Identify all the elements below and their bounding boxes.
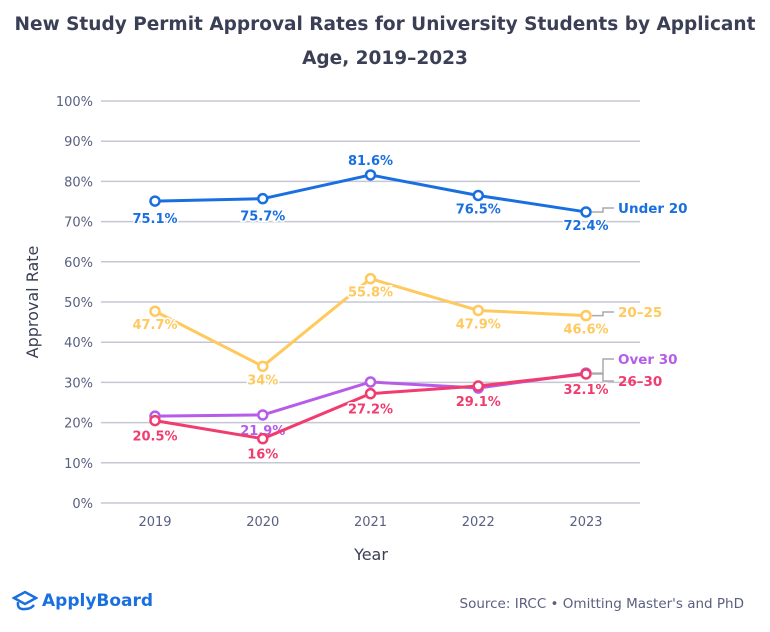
data-point — [472, 304, 484, 317]
data-point — [364, 169, 377, 181]
y-tick-label: 40% — [64, 336, 93, 351]
y-tick-label: 70% — [64, 216, 93, 231]
data-label: 81.6% — [348, 154, 393, 169]
data-label: 27.2% — [348, 403, 393, 418]
graduation-cap-icon — [12, 590, 38, 611]
y-tick-label: 50% — [64, 296, 93, 311]
data-label: 75.7% — [240, 210, 285, 225]
y-tick-label: 0% — [72, 497, 93, 512]
data-point — [149, 414, 161, 427]
x-tick-label: 2021 — [354, 515, 387, 530]
data-point — [472, 189, 484, 202]
data-point — [364, 387, 377, 400]
data-label: 47.7% — [132, 318, 177, 333]
data-point — [472, 380, 484, 392]
y-tick-label: 30% — [64, 376, 93, 391]
x-tick-label: 2023 — [569, 515, 602, 530]
chart-title: New Study Permit Approval Rates for Univ… — [14, 14, 756, 69]
x-tick-label: 2020 — [246, 515, 279, 530]
data-label: 76.5% — [456, 202, 501, 217]
leader-line — [592, 207, 614, 213]
leader-line — [592, 358, 614, 374]
x-tick-label: 2022 — [462, 515, 495, 530]
data-label: 20.5% — [132, 430, 177, 445]
y-tick-label: 60% — [64, 256, 93, 271]
series-end-label: 20–25 — [618, 305, 662, 321]
logo-text: ApplyBoard — [42, 591, 154, 611]
y-axis-label: Approval Rate — [23, 246, 42, 359]
data-point — [257, 432, 269, 445]
y-tick-label: 10% — [64, 457, 93, 472]
x-axis-label: Year — [353, 545, 388, 564]
data-point — [257, 360, 269, 373]
y-tick-label: 20% — [64, 417, 93, 432]
data-point — [257, 192, 269, 205]
data-label: 55.8% — [348, 286, 393, 301]
series-end-label: Under 20 — [618, 201, 688, 217]
data-point — [364, 272, 377, 285]
data-label: 47.9% — [456, 317, 501, 332]
data-label: 46.6% — [563, 323, 608, 338]
data-label: 75.1% — [132, 212, 177, 227]
leader-line — [592, 311, 614, 317]
applyboard-logo: ApplyBoard — [12, 590, 153, 612]
y-tick-label: 90% — [64, 135, 93, 150]
data-label: 72.4% — [563, 219, 608, 234]
series-end-label: 26–30 — [618, 374, 662, 390]
data-point — [580, 368, 592, 380]
y-tick-label: 80% — [64, 175, 93, 190]
data-label: 16% — [247, 448, 278, 463]
x-tick-label: 2019 — [138, 515, 171, 530]
data-point — [257, 409, 269, 421]
y-tick-label: 100% — [56, 95, 93, 110]
source-note: Source: IRCC • Omitting Master's and PhD — [459, 596, 745, 612]
data-point — [364, 376, 377, 388]
data-label: 32.1% — [563, 383, 608, 398]
leader-line — [592, 373, 614, 382]
series-end-label: Over 30 — [618, 352, 678, 368]
data-point — [580, 206, 592, 218]
data-label: 34% — [247, 373, 278, 388]
data-point — [580, 309, 592, 322]
data-point — [149, 305, 161, 317]
data-point — [149, 195, 161, 207]
data-label: 29.1% — [456, 395, 501, 410]
